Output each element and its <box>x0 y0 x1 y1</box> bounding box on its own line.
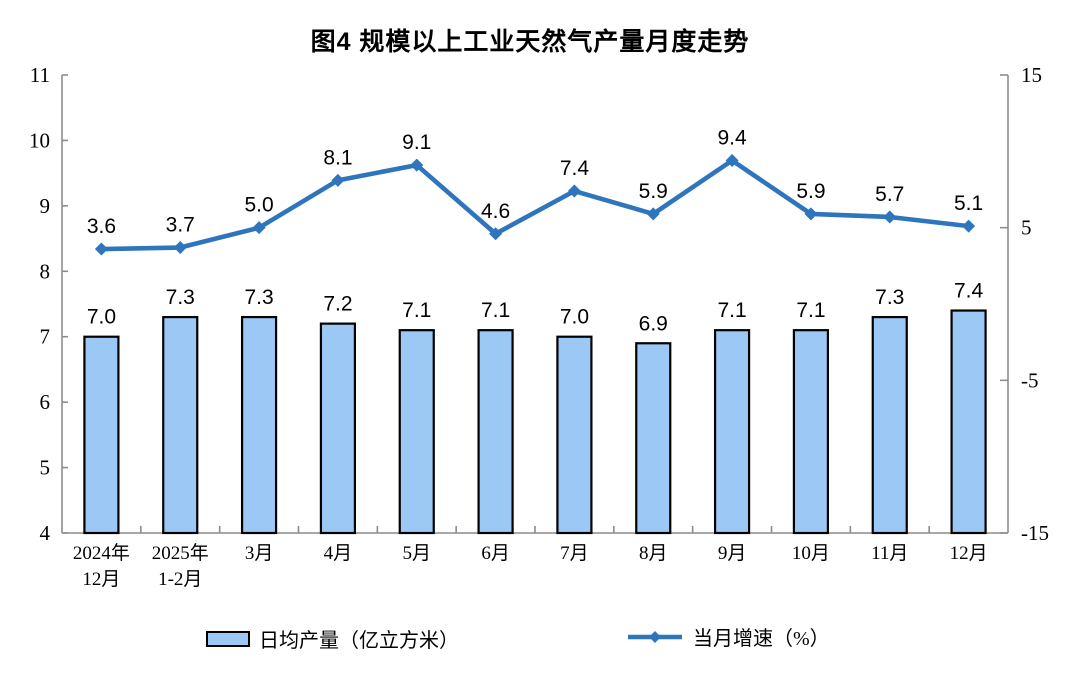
line-value-label: 3.7 <box>166 214 195 237</box>
left-axis-tick-label: 6 <box>40 390 51 414</box>
line-swatch-icon <box>628 630 682 643</box>
bar <box>556 335 593 535</box>
bar-value-label: 7.1 <box>796 299 825 322</box>
bar <box>162 315 199 535</box>
legend-production-label: 日均产量（亿立方米） <box>259 630 459 652</box>
left-axis-tick-label: 11 <box>30 63 50 87</box>
x-axis-category-label: 4月 <box>324 543 353 564</box>
bar <box>792 329 830 535</box>
bar-value-label: 7.4 <box>954 280 984 303</box>
line-marker-icon <box>567 184 581 198</box>
left-axis-tick-label: 7 <box>40 325 51 349</box>
bar <box>240 315 278 535</box>
legend-item-production: 日均产量（亿立方米） <box>206 624 459 653</box>
bar <box>398 329 435 535</box>
x-axis-category-label: 12月 <box>950 543 988 564</box>
bar-value-label: 7.2 <box>323 293 352 316</box>
line-marker-icon <box>173 241 187 255</box>
x-axis-category-label: 2025年 <box>152 542 209 564</box>
line-value-label: 8.1 <box>323 146 352 169</box>
line-value-label: 4.6 <box>481 200 510 223</box>
bar-value-label: 7.3 <box>166 286 195 309</box>
line-marker-icon <box>94 242 108 256</box>
right-axis-tick-label: -5 <box>1021 368 1039 392</box>
growth-line <box>101 158 969 252</box>
line-marker-icon <box>331 173 345 187</box>
x-axis-category-label: 7月 <box>560 543 589 564</box>
legend-item-growth: 当月增速（%） <box>626 622 830 651</box>
bar-value-label: 7.0 <box>87 306 116 329</box>
line-value-label: 9.1 <box>402 131 431 154</box>
x-axis-category-label: 2024年 <box>73 542 130 564</box>
bar <box>477 329 514 535</box>
chart-title: 图4 规模以上工业天然气产量月度走势 <box>310 28 750 56</box>
bar-value-label: 7.3 <box>875 286 904 309</box>
line-marker-icon <box>489 227 503 241</box>
bar-swatch-icon <box>206 630 250 647</box>
left-axis-tick-label: 4 <box>40 521 51 545</box>
x-axis-category-label: 5月 <box>402 543 431 564</box>
line-marker-icon <box>252 221 266 235</box>
line-marker-icon <box>725 153 739 167</box>
bar <box>713 329 751 535</box>
bar-value-label: 7.0 <box>560 306 589 329</box>
bar <box>83 335 120 535</box>
x-axis-category-label: 9月 <box>718 543 747 564</box>
bar <box>950 309 987 535</box>
line-value-label: 5.7 <box>875 183 904 206</box>
x-axis-category-label: 10月 <box>792 543 830 564</box>
line-marker-icon <box>962 219 976 233</box>
right-axis-tick-label: 5 <box>1021 216 1032 240</box>
right-axis-tick-label: 15 <box>1021 63 1042 87</box>
line-value-label: 5.9 <box>796 180 825 203</box>
bar <box>319 322 357 535</box>
bar-value-label: 6.9 <box>639 312 668 335</box>
left-axis-tick-label: 5 <box>40 456 51 480</box>
line-value-label: 5.1 <box>954 192 983 215</box>
line-value-label: 9.4 <box>717 126 747 149</box>
line-value-label: 5.0 <box>244 194 273 217</box>
line-marker-icon <box>410 158 424 172</box>
bar <box>871 315 908 535</box>
x-axis-category-label: 6月 <box>481 543 510 564</box>
line-marker-icon <box>883 210 897 224</box>
bar-value-label: 7.1 <box>402 299 431 322</box>
line-marker-icon <box>804 207 818 221</box>
x-axis-category-label: 3月 <box>245 543 274 564</box>
legend-growth-label: 当月增速（%） <box>693 628 830 650</box>
right-axis-tick-label: -15 <box>1021 521 1049 545</box>
bar-value-label: 7.3 <box>244 286 273 309</box>
x-axis-category-label: 1-2月 <box>158 569 202 590</box>
line-value-label: 7.4 <box>560 157 590 180</box>
bar <box>635 342 672 535</box>
line-value-label: 3.6 <box>87 215 116 238</box>
left-axis-tick-label: 9 <box>40 194 51 218</box>
bar-value-label: 7.1 <box>717 299 746 322</box>
x-axis-category-label: 8月 <box>639 543 668 564</box>
left-axis-tick-label: 8 <box>40 259 51 283</box>
x-axis-category-label: 11月 <box>871 543 908 564</box>
line-marker-icon <box>646 207 660 221</box>
x-axis-category-label: 12月 <box>82 569 120 590</box>
bar-value-label: 7.1 <box>481 299 510 322</box>
left-axis-tick-label: 10 <box>29 128 50 152</box>
line-value-label: 5.9 <box>639 180 668 203</box>
